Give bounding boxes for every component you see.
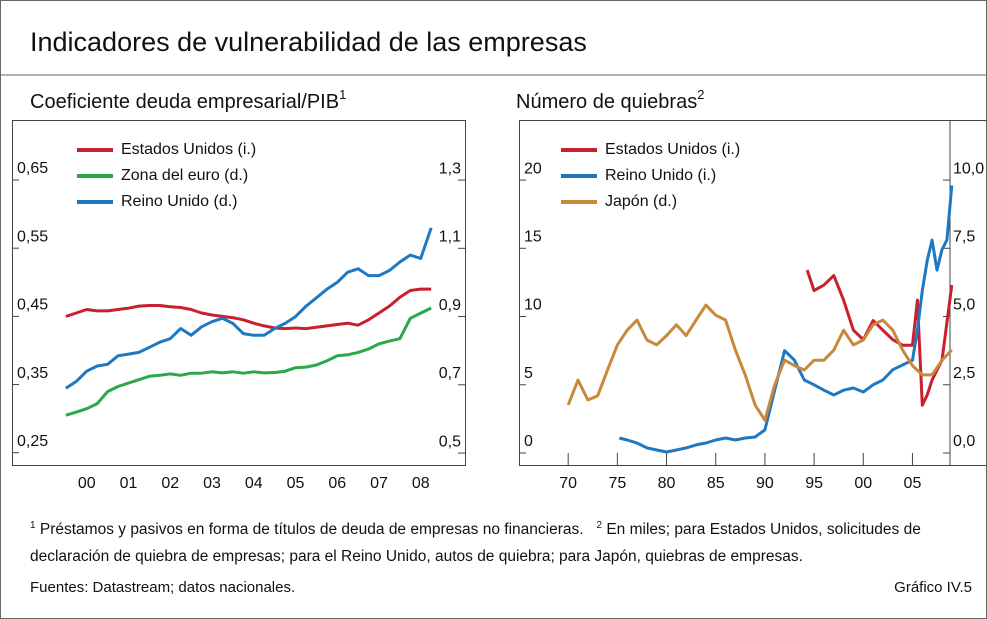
y-tick-label: 20 <box>524 160 542 177</box>
series-line <box>618 185 954 454</box>
x-tick-label: 08 <box>412 475 430 492</box>
y2-tick-label: 7,5 <box>953 229 975 246</box>
x-tick-label: 85 <box>707 475 725 492</box>
legend-label: Estados Unidos (i.) <box>121 141 256 158</box>
chart-id: Gráfico IV.5 <box>894 579 972 597</box>
x-tick-label: 00 <box>854 475 872 492</box>
legend-label: Estados Unidos (i.) <box>605 141 740 158</box>
x-tick-label: 05 <box>904 475 922 492</box>
x-tick-label: 04 <box>245 475 263 492</box>
footnote-marker: 2 <box>596 520 603 531</box>
footnote-marker: 1 <box>30 520 36 531</box>
subtitle: Coeficiente deuda empresarial/PIB1 <box>30 87 346 113</box>
y2-tick-label: 0,9 <box>439 297 461 314</box>
footnote: En miles; para Estados Unidos, solicitud… <box>30 521 921 566</box>
subtitle-note: 1 <box>339 87 346 102</box>
y-tick-label: 15 <box>524 229 542 246</box>
y-tick-label: 5 <box>524 365 533 382</box>
x-tick-label: 00 <box>78 475 96 492</box>
footer: Fuentes: Datastream; datos nacionales. Gr… <box>30 574 980 601</box>
x-tick-label: 70 <box>559 475 577 492</box>
x-tick-label: 03 <box>203 475 221 492</box>
x-tick-label: 90 <box>756 475 774 492</box>
y2-tick-label: 10,0 <box>953 160 984 177</box>
y-tick-label: 0,45 <box>17 297 48 314</box>
series-line <box>65 227 433 390</box>
footnote-block: 1 Préstamos y pasivos en forma de título… <box>30 512 980 570</box>
footnote: Préstamos y pasivos en forma de títulos … <box>39 521 584 539</box>
plot-frame <box>12 120 466 466</box>
footnotes: 1 Préstamos y pasivos en forma de título… <box>30 512 980 601</box>
legend-label: Reino Unido (d.) <box>121 193 238 210</box>
y2-tick-label: 2,5 <box>953 365 975 382</box>
x-tick-label: 95 <box>805 475 823 492</box>
subtitle: Número de quiebras2 <box>516 87 704 113</box>
y2-tick-label: 1,3 <box>439 160 461 177</box>
x-tick-label: 80 <box>658 475 676 492</box>
x-tick-label: 02 <box>161 475 179 492</box>
x-tick-label: 75 <box>608 475 626 492</box>
y-tick-label: 0,65 <box>17 160 48 177</box>
series-line <box>65 287 432 331</box>
legend-label: Japón (d.) <box>605 193 677 210</box>
y2-tick-label: 5,0 <box>953 297 975 314</box>
legend-label: Zona del euro (d.) <box>121 167 248 184</box>
y2-tick-label: 0,5 <box>439 433 461 450</box>
y-tick-label: 0,55 <box>17 228 48 245</box>
series-line <box>805 269 954 407</box>
y2-tick-label: 1,1 <box>439 229 461 246</box>
subtitle-text: Coeficiente deuda empresarial/PIB <box>30 91 339 113</box>
series-line <box>566 303 953 422</box>
plot-frame <box>519 120 987 466</box>
x-tick-label: 05 <box>287 475 305 492</box>
y-tick-label: 0,25 <box>17 433 48 450</box>
y2-tick-label: 0,7 <box>439 365 461 382</box>
subtitle-text: Número de quiebras <box>516 91 697 113</box>
legend-label: Reino Unido (i.) <box>605 167 716 184</box>
y-tick-label: 10 <box>524 297 542 314</box>
x-tick-label: 01 <box>120 475 138 492</box>
y-tick-label: 0 <box>524 433 533 450</box>
subtitle-note: 2 <box>697 87 704 102</box>
y2-tick-label: 0,0 <box>953 433 975 450</box>
title: Indicadores de vulnerabilidad de las emp… <box>30 27 587 57</box>
series-line <box>65 306 432 417</box>
x-tick-label: 06 <box>328 475 346 492</box>
y-tick-label: 0,35 <box>17 365 48 382</box>
sources: Fuentes: Datastream; datos nacionales. <box>30 579 296 597</box>
x-tick-label: 07 <box>370 475 388 492</box>
